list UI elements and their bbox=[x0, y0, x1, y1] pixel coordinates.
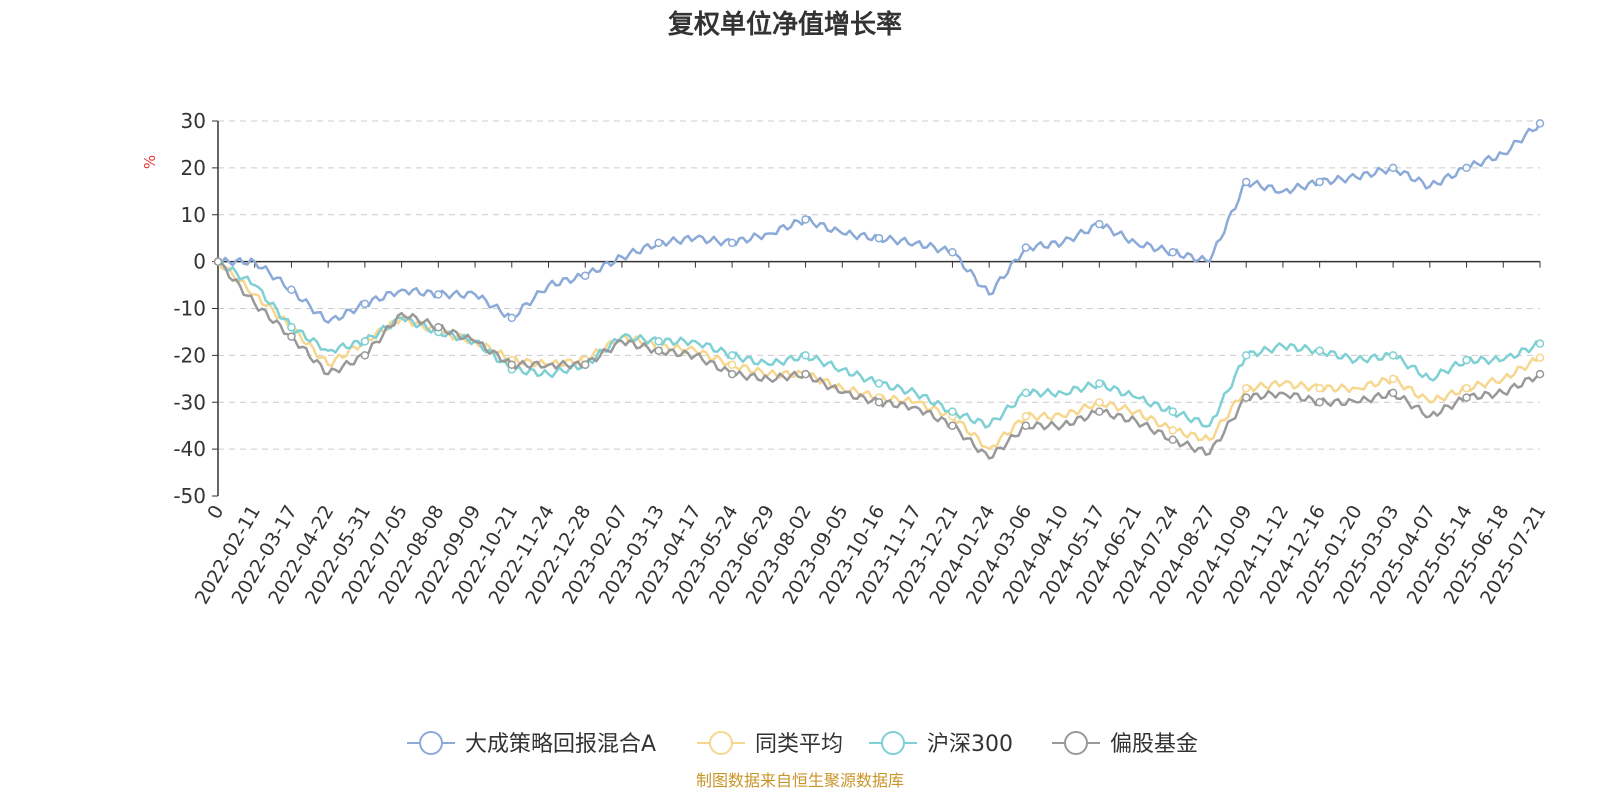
data-point bbox=[1021, 388, 1031, 398]
legend-swatch-marker bbox=[419, 731, 443, 755]
data-point bbox=[1241, 383, 1251, 393]
data-point bbox=[287, 285, 296, 294]
data-point bbox=[801, 369, 810, 379]
series-line bbox=[217, 122, 1542, 324]
data-point bbox=[507, 360, 517, 369]
data-point bbox=[727, 238, 737, 248]
legend: 大成策略回报混合A 同类平均 沪深300 偏股基金 bbox=[407, 731, 1198, 757]
y-tick-label: -20 bbox=[173, 343, 206, 367]
data-point bbox=[1462, 383, 1471, 393]
data-point bbox=[1535, 119, 1545, 128]
data-point bbox=[360, 299, 370, 309]
legend-swatch-marker bbox=[1064, 731, 1088, 755]
legend-label[interactable]: 沪深300 bbox=[927, 732, 1013, 757]
data-point bbox=[1168, 248, 1178, 257]
data-point bbox=[948, 248, 957, 257]
data-point bbox=[801, 215, 810, 224]
source-note: 制图数据来自恒生聚源数据库 bbox=[696, 771, 904, 790]
y-axis-unit-label: % bbox=[141, 155, 159, 169]
data-point bbox=[1315, 346, 1324, 355]
data-point bbox=[434, 290, 443, 299]
data-point bbox=[580, 360, 590, 369]
data-point bbox=[654, 337, 663, 346]
y-tick-label: 20 bbox=[181, 156, 206, 180]
legend-swatch-marker bbox=[881, 731, 905, 755]
legend-label[interactable]: 偏股基金 bbox=[1110, 732, 1198, 757]
data-point bbox=[874, 233, 884, 243]
data-point bbox=[1241, 393, 1251, 402]
data-point bbox=[1241, 351, 1251, 360]
y-tick-label: 0 bbox=[193, 250, 206, 274]
data-point bbox=[654, 346, 663, 355]
data-point bbox=[1535, 339, 1545, 348]
data-point bbox=[1462, 393, 1471, 402]
data-point bbox=[1168, 407, 1178, 416]
x-tick-label: 0 bbox=[203, 502, 228, 523]
data-point bbox=[1315, 398, 1324, 407]
data-point bbox=[213, 257, 223, 266]
data-point bbox=[727, 360, 737, 369]
data-point bbox=[1535, 353, 1545, 362]
data-point bbox=[580, 271, 590, 280]
chart-title: 复权单位净值增长率 bbox=[668, 9, 902, 40]
y-tick-label: -50 bbox=[173, 484, 206, 508]
data-point bbox=[1388, 388, 1398, 398]
data-point bbox=[1021, 412, 1031, 421]
series-line bbox=[217, 260, 1541, 460]
axes: 3020100-10-20-30-40-5002022-02-112022-03… bbox=[173, 109, 1550, 608]
legend-swatch-marker bbox=[709, 731, 733, 755]
data-point bbox=[1388, 374, 1398, 384]
data-point bbox=[1388, 351, 1398, 360]
y-tick-label: 30 bbox=[181, 109, 206, 133]
data-point bbox=[948, 407, 957, 416]
y-tick-label: -40 bbox=[173, 437, 206, 461]
data-point bbox=[874, 398, 884, 407]
data-point bbox=[434, 323, 443, 332]
data-point bbox=[507, 313, 517, 323]
legend-label[interactable]: 同类平均 bbox=[755, 732, 843, 757]
data-point bbox=[287, 323, 296, 332]
data-point bbox=[654, 238, 663, 248]
data-point bbox=[1168, 435, 1178, 444]
data-point bbox=[1021, 421, 1031, 430]
data-point bbox=[1462, 355, 1471, 365]
data-point bbox=[874, 379, 884, 388]
data-point bbox=[1095, 398, 1104, 407]
y-tick-label: -30 bbox=[173, 390, 206, 414]
data-point bbox=[1315, 383, 1324, 393]
data-point bbox=[360, 351, 370, 360]
data-point bbox=[801, 351, 810, 360]
data-point bbox=[1315, 177, 1324, 187]
y-tick-label: 10 bbox=[181, 203, 206, 227]
data-point bbox=[287, 332, 296, 341]
data-point bbox=[1168, 426, 1178, 435]
data-point bbox=[1388, 163, 1398, 173]
data-point bbox=[727, 351, 737, 360]
data-point bbox=[1021, 243, 1031, 252]
y-tick-label: -10 bbox=[173, 297, 206, 321]
series-lines bbox=[213, 119, 1545, 460]
data-point bbox=[727, 369, 737, 379]
data-point bbox=[360, 337, 370, 346]
data-point bbox=[1095, 219, 1104, 229]
data-point bbox=[1095, 379, 1104, 388]
data-point bbox=[1462, 163, 1471, 173]
data-point bbox=[948, 421, 957, 430]
data-point bbox=[1241, 177, 1251, 187]
data-point bbox=[1535, 369, 1545, 379]
data-point bbox=[1095, 407, 1104, 416]
legend-label[interactable]: 大成策略回报混合A bbox=[465, 732, 656, 757]
